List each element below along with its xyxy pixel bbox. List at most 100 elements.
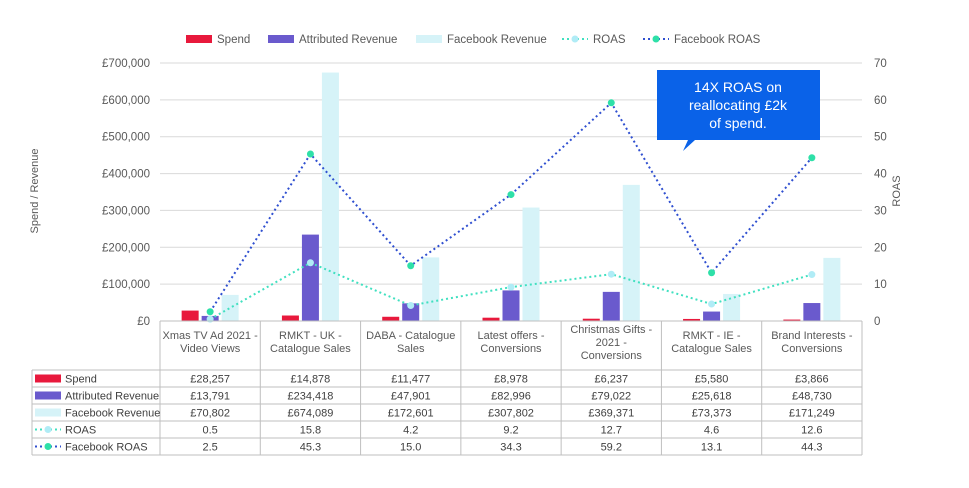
legend-swatch-spend xyxy=(186,35,212,43)
point-facebook-roas xyxy=(607,99,615,107)
table-cell: £6,237 xyxy=(594,374,628,386)
table-key-attributed-revenue xyxy=(35,391,61,400)
table-cell: £369,371 xyxy=(588,408,634,420)
table-row-label: ROAS xyxy=(65,425,96,437)
y2-tick-label: 70 xyxy=(874,58,887,70)
point-roas xyxy=(206,315,214,323)
table-cell: £234,418 xyxy=(287,391,333,403)
roas-callout: 14X ROAS on reallocating £2k of spend. xyxy=(657,70,820,151)
bar-spend xyxy=(181,310,199,321)
bar-spend xyxy=(482,317,500,321)
bar-facebook-revenue xyxy=(622,184,640,321)
point-roas xyxy=(607,270,615,278)
table-cell: £47,901 xyxy=(391,391,431,403)
table-cell: £73,373 xyxy=(692,408,732,420)
table-key-marker-roas xyxy=(44,426,52,433)
category-label: Conversions xyxy=(581,350,643,362)
y2-tick-label: 20 xyxy=(874,242,887,254)
table-cell: 4.2 xyxy=(403,425,418,437)
y2-tick-label: 10 xyxy=(874,279,887,291)
y2-tick-label: 40 xyxy=(874,169,887,181)
table-row-label: Facebook Revenue xyxy=(65,408,160,420)
table-key-marker-facebook-roas xyxy=(44,443,52,450)
bar-spend xyxy=(582,318,600,321)
table-cell: £11,477 xyxy=(391,374,430,386)
bar-facebook-revenue xyxy=(723,293,741,321)
table-row-label: Facebook ROAS xyxy=(65,442,148,454)
table-cell: £13,791 xyxy=(190,391,230,403)
bar-attributed-revenue xyxy=(803,303,821,321)
table-cell: 4.6 xyxy=(704,425,719,437)
category-label: Xmas TV Ad 2021 - xyxy=(163,330,259,342)
y2-axis-title: ROAS xyxy=(891,175,903,206)
y-tick-label: £200,000 xyxy=(102,242,150,254)
table-key-spend xyxy=(35,374,61,383)
table-cell: 44.3 xyxy=(801,442,822,454)
table-cell: 0.5 xyxy=(202,425,217,437)
point-facebook-roas xyxy=(507,191,515,199)
legend-marker-roas xyxy=(571,35,579,43)
y-tick-label: £300,000 xyxy=(102,205,150,217)
bar-facebook-revenue xyxy=(522,207,540,321)
point-roas xyxy=(808,271,816,279)
chart-legend: Spend Attributed Revenue Facebook Revenue R… xyxy=(186,34,761,46)
table-cell: £307,802 xyxy=(488,408,534,420)
bar-spend xyxy=(281,315,299,321)
bar-spend xyxy=(683,318,701,321)
table-cell: £79,022 xyxy=(591,391,631,403)
y-tick-label: £100,000 xyxy=(102,279,150,291)
table-cell: £48,730 xyxy=(792,391,832,403)
y-tick-label: £0 xyxy=(137,316,150,328)
table-cell: £70,802 xyxy=(190,408,230,420)
y-tick-label: £600,000 xyxy=(102,95,150,107)
table-cell: £82,996 xyxy=(491,391,531,403)
bar-spend xyxy=(382,316,400,321)
point-roas xyxy=(306,259,314,267)
legend-label-roas: ROAS xyxy=(593,34,626,46)
point-facebook-roas xyxy=(407,262,415,270)
table-cell: £674,089 xyxy=(287,408,333,420)
table-cell: £5,580 xyxy=(695,374,729,386)
table-cell: 15.0 xyxy=(400,442,421,454)
table-cell: 12.6 xyxy=(801,425,822,437)
left-axis-ticks: £0 £100,000 £200,000 £300,000 £400,000 £500,0… xyxy=(102,58,150,328)
table-cell: £172,601 xyxy=(388,408,434,420)
callout-line-3: of spend. xyxy=(709,115,767,131)
y-tick-label: £400,000 xyxy=(102,169,150,181)
table-cell: £8,978 xyxy=(494,374,528,386)
point-facebook-roas xyxy=(808,154,816,162)
category-label: Catalogue Sales xyxy=(671,343,752,355)
category-label: Latest offers - xyxy=(477,330,544,342)
y2-tick-label: 50 xyxy=(874,132,887,144)
legend-label-attributed-revenue: Attributed Revenue xyxy=(299,34,397,46)
legend-swatch-attributed-revenue xyxy=(268,35,294,43)
point-roas xyxy=(407,302,415,310)
table-cell: 59.2 xyxy=(601,442,622,454)
category-label: Conversions xyxy=(781,343,843,355)
table-cell: £28,257 xyxy=(190,374,230,386)
y2-tick-label: 0 xyxy=(874,316,880,328)
table-cell: £171,249 xyxy=(789,408,835,420)
table-cell: £25,618 xyxy=(692,391,732,403)
bar-facebook-revenue xyxy=(422,257,440,321)
table-cell: 12.7 xyxy=(601,425,622,437)
legend-label-facebook-roas: Facebook ROAS xyxy=(674,34,761,46)
line-series xyxy=(206,99,816,323)
point-facebook-roas xyxy=(708,269,716,277)
point-facebook-roas xyxy=(206,308,214,316)
table-cell: 15.8 xyxy=(300,425,321,437)
y-axis-title: Spend / Revenue xyxy=(29,148,41,233)
category-label: Sales xyxy=(397,343,425,355)
y-tick-label: £700,000 xyxy=(102,58,150,70)
legend-marker-facebook-roas xyxy=(652,35,660,43)
table-cell: £3,866 xyxy=(795,374,829,386)
bar-attributed-revenue xyxy=(703,311,721,321)
table-cell: 34.3 xyxy=(500,442,521,454)
bar-attributed-revenue xyxy=(301,234,319,321)
callout-line-1: 14X ROAS on xyxy=(694,79,782,95)
table-cell: 9.2 xyxy=(503,425,518,437)
point-roas xyxy=(708,300,716,308)
table-cell: 13.1 xyxy=(701,442,722,454)
